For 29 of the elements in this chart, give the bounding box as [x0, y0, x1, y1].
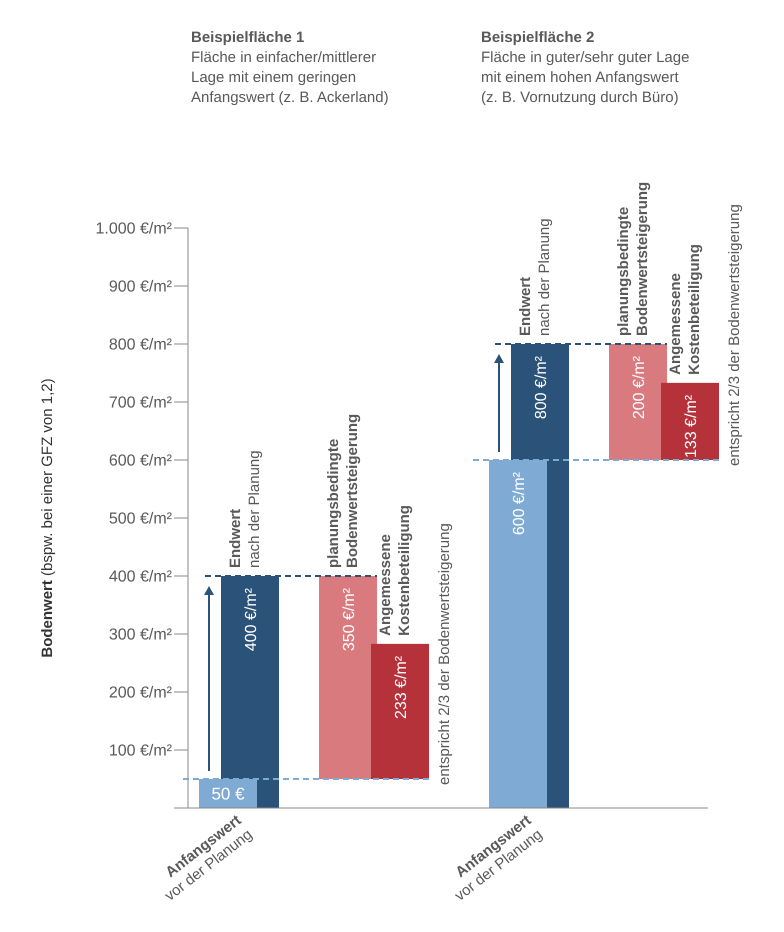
data-label: 50 €: [211, 784, 246, 804]
y-tick-label: 500 €/m²: [108, 510, 173, 528]
text: entspricht 2/3 der Bodenwertsteigerung: [726, 204, 743, 466]
y-tick-label: 200 €/m²: [108, 684, 173, 702]
data-label: 800 €/m²: [533, 355, 550, 420]
annotation: planungsbedingte Bodenwertsteigerung: [615, 182, 651, 336]
data-label: 400 €/m²: [243, 587, 260, 652]
data-label: 200 €/m²: [631, 355, 648, 420]
annotation: planungsbedingte Bodenwertsteigerung: [325, 414, 361, 568]
annotation: Endwert nach der Planung: [227, 450, 263, 568]
data-label: 350 €/m²: [341, 587, 358, 652]
y-tick-label: 800 €/m²: [108, 336, 173, 354]
data-label: 233 €/m²: [393, 655, 410, 719]
y-tick-label: 900 €/m²: [108, 278, 173, 296]
y-tick-label: 100 €/m²: [108, 742, 173, 760]
y-axis-title: Bodenwert (bspw. bei einer GFZ von 1,2): [39, 378, 56, 658]
annotation: Angemessene Kostenbeteiligung: [667, 244, 703, 375]
y-tick-label: 400 €/m²: [108, 568, 173, 586]
text: Beispielfläche 1 Fläche in einfacher/mittlerer Lage mit einem geringen Anfangswert (z. B. Ackerland): [191, 29, 389, 106]
y-tick-label: 1.000 €/m²: [96, 220, 173, 238]
data-label: 133 €/m²: [683, 394, 700, 458]
text: Beispielfläche 2 Fläche in guter/sehr guter Lage mit einem hohen Anfangswert (z. B. Vornutzung durch Büro): [481, 29, 690, 106]
annotation: Angemessene Kostenbeteiligung: [377, 505, 413, 636]
y-tick-label: 600 €/m²: [108, 452, 173, 470]
y-tick-label: 300 €/m²: [108, 626, 173, 644]
annotation: entspricht 2/3 der Bodenwertsteigerung: [436, 523, 453, 785]
data-label: 600 €/m²: [511, 471, 528, 536]
y-tick-label: 700 €/m²: [108, 394, 173, 412]
annotation: Endwert nach der Planung: [517, 218, 553, 336]
